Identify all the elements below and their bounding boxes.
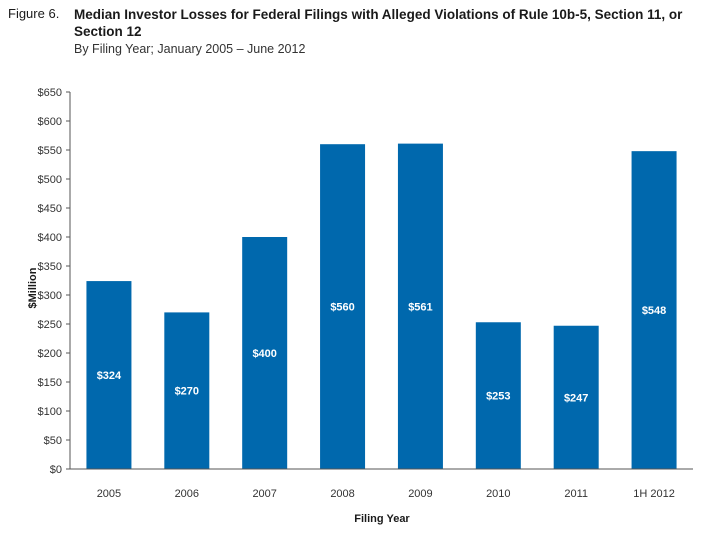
bar-2005 <box>86 281 132 469</box>
y-tick-label: $50 <box>44 435 62 447</box>
bar-value-label: $560 <box>330 302 354 314</box>
bar-value-label: $253 <box>486 391 510 403</box>
bar-2008 <box>320 144 366 469</box>
x-tick-label: 1H 2012 <box>633 488 675 500</box>
y-tick-label: $500 <box>38 174 62 186</box>
x-tick-label: 2009 <box>408 488 432 500</box>
bar-value-label: $561 <box>408 301 432 313</box>
bar-2009 <box>397 143 443 469</box>
bar-value-label: $270 <box>175 386 199 398</box>
y-tick-label: $650 <box>38 87 62 99</box>
y-tick-label: $550 <box>38 145 62 157</box>
figure-label: Figure 6. <box>8 6 60 21</box>
x-tick-label: 2007 <box>252 488 276 500</box>
bar-1h-2012 <box>631 151 677 469</box>
x-axis-title: Filing Year <box>354 513 410 525</box>
chart-subtitle: By Filing Year; January 2005 – June 2012 <box>74 42 306 56</box>
bar-2010 <box>475 322 521 469</box>
bar-2011 <box>553 325 599 469</box>
y-tick-label: $300 <box>38 290 62 302</box>
bars-group: $324 $270 $400 $560 $561 $253 $247 $548 <box>86 143 677 469</box>
x-tick-label: 2005 <box>97 488 121 500</box>
y-axis-title: $Million <box>27 267 39 308</box>
y-tick-label: $400 <box>38 232 62 244</box>
x-tick-label: 2006 <box>175 488 199 500</box>
x-tick-label: 2011 <box>564 488 588 500</box>
y-axis: $0 $50 $100 $150 $200 $250 $300 $350 $400 $450 $50… <box>38 87 70 476</box>
x-tick-label: 2008 <box>330 488 354 500</box>
bar-2007 <box>242 237 288 469</box>
bar-value-label: $400 <box>252 348 276 360</box>
x-axis: 2005 2006 2007 2008 2009 2010 2011 1H 2012 <box>97 488 675 500</box>
bar-2006 <box>164 312 210 469</box>
y-tick-label: $0 <box>50 464 62 476</box>
bar-value-label: $247 <box>564 392 588 404</box>
x-tick-label: 2010 <box>486 488 510 500</box>
y-tick-label: $100 <box>38 406 62 418</box>
y-tick-label: $600 <box>38 116 62 128</box>
chart-title: Median Investor Losses for Federal Filin… <box>74 7 683 39</box>
y-tick-label: $250 <box>38 319 62 331</box>
y-tick-label: $450 <box>38 203 62 215</box>
y-tick-label: $150 <box>38 377 62 389</box>
bar-value-label: $324 <box>97 370 122 382</box>
y-tick-label: $350 <box>38 261 62 273</box>
bar-value-label: $548 <box>642 305 666 317</box>
y-tick-label: $200 <box>38 348 62 360</box>
